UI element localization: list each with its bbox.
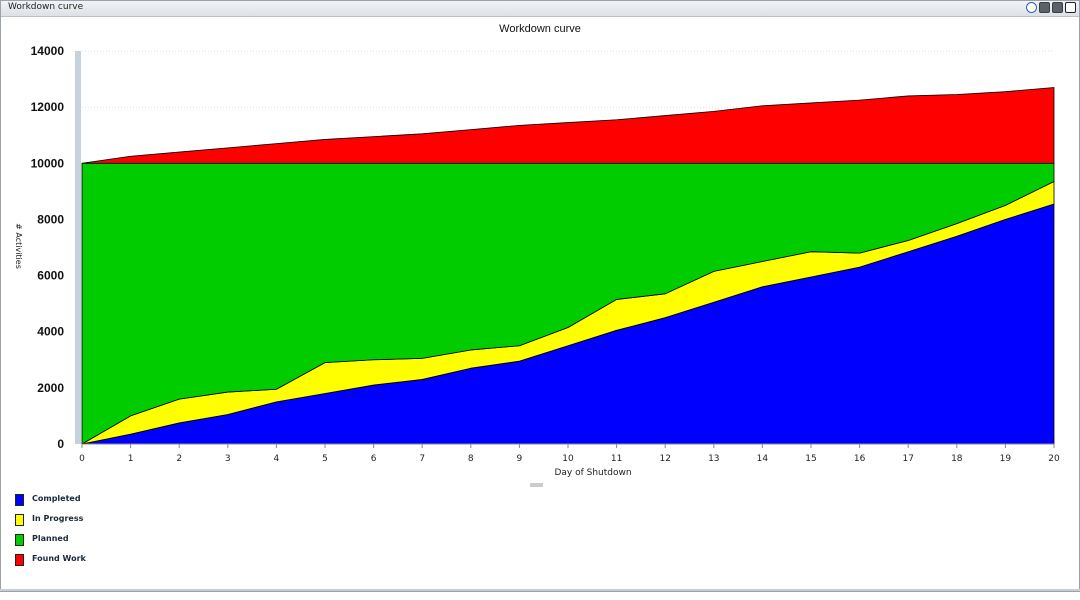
x-tick-label: 3	[225, 454, 231, 464]
x-tick-label: 2	[176, 454, 182, 464]
x-tick-label: 16	[854, 454, 866, 464]
x-tick-label: 18	[951, 454, 963, 464]
chart-title: Workdown curve	[499, 23, 581, 35]
y-axis-band	[75, 51, 81, 444]
x-tick-label: 6	[371, 454, 377, 464]
x-tick-label: 0	[79, 454, 85, 464]
minimize-icon[interactable]	[1039, 2, 1050, 13]
legend-label: In Progress	[32, 514, 84, 523]
close-icon[interactable]	[1065, 2, 1076, 13]
maximize-icon[interactable]	[1052, 2, 1063, 13]
x-tick-label: 20	[1048, 454, 1060, 464]
x-tick-label: 8	[468, 454, 474, 464]
legend-swatch	[15, 514, 24, 526]
legend-label: Planned	[32, 534, 69, 543]
y-tick-label: 2000	[37, 381, 64, 395]
legend-label: Completed	[32, 494, 81, 503]
window-bottom-border	[0, 589, 1080, 591]
y-tick-label: 6000	[37, 269, 64, 283]
x-tick-label: 14	[757, 454, 769, 464]
legend-swatch	[15, 554, 24, 566]
x-tick-label: 1	[128, 454, 134, 464]
x-tick-label: 12	[659, 454, 670, 464]
y-tick-label: 4000	[37, 325, 64, 339]
legend-label: Found Work	[32, 554, 86, 563]
x-tick-label: 17	[902, 454, 913, 464]
x-tick-label: 11	[611, 454, 622, 464]
y-tick-label: 0	[57, 437, 64, 451]
y-tick-label: 10000	[31, 156, 65, 170]
x-tick-label: 10	[562, 454, 574, 464]
x-tick-label: 7	[419, 454, 425, 464]
y-tick-label: 8000	[37, 212, 64, 226]
window-titlebar[interactable]: Workdown curve	[1, 1, 1079, 17]
refresh-icon[interactable]	[1026, 2, 1037, 13]
splitter-handle	[530, 483, 543, 487]
window-title: Workdown curve	[8, 2, 84, 12]
legend-swatch	[15, 534, 24, 546]
y-tick-label: 12000	[31, 100, 65, 114]
window-controls	[1026, 2, 1076, 13]
y-axis-title: # Activities	[14, 223, 23, 269]
x-tick-label: 15	[805, 454, 816, 464]
x-tick-label: 9	[517, 454, 523, 464]
x-axis-title: Day of Shutdown	[554, 468, 631, 478]
x-tick-label: 19	[1000, 454, 1012, 464]
legend-swatch	[15, 494, 24, 506]
y-tick-label: 14000	[31, 44, 65, 58]
x-tick-label: 5	[322, 454, 328, 464]
area-found-work	[81, 87, 1055, 164]
x-tick-label: 13	[708, 454, 719, 464]
x-tick-label: 4	[274, 454, 280, 464]
